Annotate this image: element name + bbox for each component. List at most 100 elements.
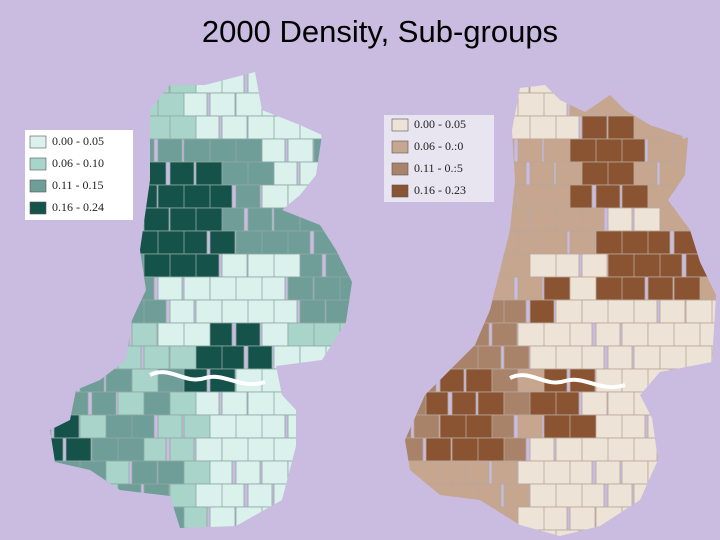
tract (595, 322, 621, 347)
tract (569, 414, 599, 439)
tract (621, 184, 649, 209)
tract (247, 299, 279, 324)
tract (647, 230, 671, 255)
tract (195, 253, 220, 278)
tract (299, 253, 323, 278)
tract (607, 253, 636, 278)
tract (555, 115, 580, 140)
tract (621, 460, 649, 485)
tract (235, 92, 264, 117)
tract (273, 299, 298, 324)
tract (607, 391, 636, 416)
tract (117, 437, 148, 462)
tract (529, 253, 561, 278)
tract (169, 299, 195, 324)
tract (569, 276, 599, 301)
legend-swatch (391, 162, 409, 176)
tract (491, 368, 521, 393)
tract (517, 184, 546, 209)
tract (261, 276, 286, 301)
tract (517, 460, 546, 485)
tract (477, 391, 505, 416)
tract (117, 391, 145, 416)
tract (517, 414, 543, 439)
tract (543, 460, 574, 485)
tract (595, 138, 627, 163)
tract (569, 506, 596, 531)
legend-right: 0.00 - 0.05 0.06 - 0.:0 0.11 - 0.:5 0.16 - … (384, 115, 494, 202)
tract (247, 161, 279, 186)
tract (569, 138, 599, 163)
tract (581, 345, 605, 370)
tract (105, 460, 130, 485)
tract (465, 460, 490, 485)
tract (221, 391, 248, 416)
tract (425, 391, 449, 416)
tract (555, 529, 580, 536)
tract (157, 138, 183, 163)
tract (543, 414, 571, 439)
tract (209, 92, 236, 117)
tract (157, 322, 186, 347)
tract (621, 322, 649, 347)
tract (313, 276, 342, 301)
tract (659, 299, 686, 324)
tract (555, 207, 586, 232)
tract (195, 391, 220, 416)
tract (595, 276, 627, 301)
tract (581, 299, 611, 324)
tract (183, 506, 208, 528)
tract (555, 437, 583, 462)
tract (195, 115, 220, 140)
tract (555, 391, 580, 416)
tract (235, 230, 264, 255)
tract (183, 322, 214, 347)
tract (143, 345, 170, 370)
tract (169, 115, 201, 140)
tract (157, 184, 186, 209)
tract (79, 414, 108, 439)
legend-swatch (29, 157, 47, 171)
tract (451, 437, 480, 462)
legend-label: 0.11 - 0.:5 (414, 161, 463, 175)
tract (221, 437, 251, 462)
tract (451, 391, 477, 416)
river (149, 370, 266, 387)
tract (503, 345, 530, 370)
tract (529, 207, 558, 232)
tract (581, 115, 608, 140)
tract (491, 414, 515, 439)
tract (131, 460, 158, 485)
tract (247, 253, 276, 278)
tract (569, 184, 593, 209)
tract (221, 345, 245, 370)
tract (209, 414, 239, 439)
tract (235, 322, 261, 347)
tract (143, 391, 173, 416)
tract (169, 207, 198, 232)
tract (169, 437, 195, 462)
tract (287, 138, 314, 163)
tract (581, 391, 608, 416)
tract (543, 322, 574, 347)
tract (529, 115, 561, 140)
tract (607, 299, 639, 324)
tract (607, 437, 639, 462)
tract (491, 322, 518, 347)
tract (105, 368, 133, 393)
tract (503, 437, 527, 462)
tract (607, 483, 633, 508)
tract (607, 115, 636, 140)
tract (157, 276, 183, 301)
tract (633, 345, 661, 370)
tract (595, 460, 621, 485)
tract (529, 437, 555, 462)
tract (183, 460, 214, 485)
tract (555, 299, 583, 324)
tract (607, 345, 633, 370)
tract (633, 253, 664, 278)
tract (529, 391, 561, 416)
tract (235, 414, 267, 439)
tract (183, 138, 211, 163)
tract (529, 483, 558, 508)
